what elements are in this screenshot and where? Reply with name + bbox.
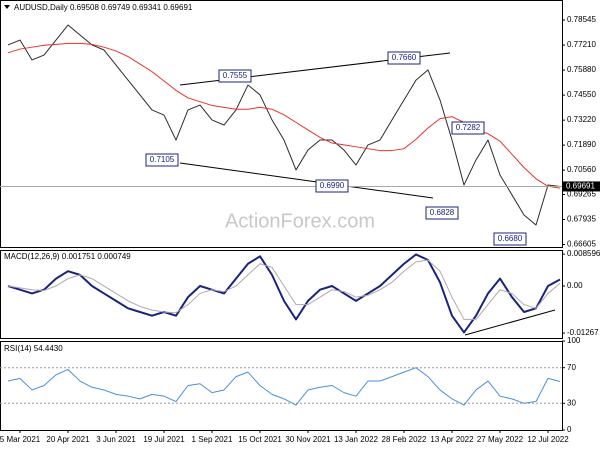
panel-title: RSI(14) 54.4430 <box>4 344 63 353</box>
annotation: 0.7555 <box>223 71 248 80</box>
annotation-box <box>218 69 252 83</box>
y-tick-label: 0.71890 <box>567 140 596 149</box>
y-tick-label: 0.00 <box>567 281 583 290</box>
annotation-box <box>387 51 421 65</box>
y-tick-label: 0.008596 <box>567 249 600 258</box>
x-tick-label: 1 Sep 2021 <box>192 435 233 444</box>
annotation: 0.6990 <box>320 181 345 190</box>
series-line <box>7 259 561 320</box>
trend-line <box>464 309 556 336</box>
y-tick-label: 0.69265 <box>567 190 596 199</box>
series-line <box>7 367 561 406</box>
y-tick-label: 0.78545 <box>567 15 596 24</box>
annotation: 0.7105 <box>150 155 175 164</box>
x-tick-label: 15 Oct 2021 <box>238 435 282 444</box>
y-tick-label: 0.74550 <box>567 90 596 99</box>
trend-line <box>179 162 434 199</box>
x-tick-label: 13 Jan 2022 <box>334 435 379 444</box>
panel-title: MACD(12,26,9) 0.001751 0.000749 <box>4 252 131 261</box>
x-tick-label: 13 Apr 2022 <box>430 435 474 444</box>
annotation-box <box>493 232 527 246</box>
x-tick-label: 19 Jul 2021 <box>143 435 185 444</box>
series-line <box>7 253 561 334</box>
x-tick-label: 20 Apr 2021 <box>46 435 90 444</box>
current-price-box <box>562 181 600 192</box>
menu-arrow <box>4 5 10 9</box>
y-tick-label: 70 <box>567 363 576 372</box>
y-tick-label: 0.70560 <box>567 165 596 174</box>
y-tick-label: 0.77210 <box>567 40 596 49</box>
y-tick-label: 30 <box>567 398 576 407</box>
x-tick-label: 27 May 2022 <box>477 435 524 444</box>
annotation-box <box>425 206 459 220</box>
x-tick-label: 3 Jun 2021 <box>96 435 136 444</box>
y-tick-label: 0.73220 <box>567 115 596 124</box>
y-tick-label: 0 <box>567 425 572 434</box>
y-tick-label: 0.75880 <box>567 65 596 74</box>
panel-frame <box>0 250 563 339</box>
y-tick-label: -0.01267 <box>567 328 599 337</box>
current-price-label: 0.69691 <box>566 182 595 191</box>
x-tick-label: 28 Feb 2022 <box>382 435 427 444</box>
watermark: ActionForex.com <box>225 210 375 232</box>
series-line <box>7 24 561 226</box>
annotation: 0.7282 <box>456 123 481 132</box>
panel-frame <box>0 341 563 431</box>
y-tick-label: 0.66605 <box>567 240 596 249</box>
annotation: 0.7660 <box>392 53 417 62</box>
panel-frame <box>0 0 563 248</box>
annotation-box <box>145 153 179 167</box>
y-tick-label: 100 <box>567 336 581 345</box>
panel-title: AUDUSD,Daily 0.69508 0.69749 0.69341 0.6… <box>14 3 193 12</box>
annotation-box <box>315 179 349 193</box>
annotation-box <box>451 121 485 135</box>
annotation: 0.6828 <box>430 208 455 217</box>
x-tick-label: 30 Nov 2021 <box>285 435 331 444</box>
x-tick-label: 12 Jul 2022 <box>527 435 569 444</box>
x-tick-label: 5 Mar 2021 <box>0 435 41 444</box>
y-tick-label: 0.67935 <box>567 215 596 224</box>
annotation: 0.6680 <box>498 234 523 243</box>
